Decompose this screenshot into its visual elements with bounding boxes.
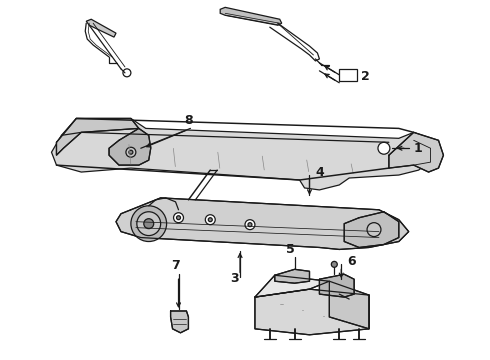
Circle shape [378,142,390,154]
Text: 1: 1 [414,142,422,155]
Circle shape [126,147,136,157]
Polygon shape [329,281,369,329]
Polygon shape [255,289,369,335]
Polygon shape [51,118,439,190]
Circle shape [144,219,154,229]
Text: 7: 7 [171,259,180,272]
Circle shape [129,150,133,154]
Circle shape [208,218,212,222]
Circle shape [176,216,180,220]
Polygon shape [389,132,443,172]
Text: 4: 4 [316,166,324,179]
Polygon shape [56,118,139,155]
Text: 3: 3 [230,272,239,285]
Polygon shape [344,212,399,247]
Polygon shape [319,274,354,297]
Text: 8: 8 [184,114,193,127]
Circle shape [131,206,167,242]
Polygon shape [255,275,329,297]
Text: 5: 5 [286,243,295,256]
Circle shape [245,220,255,230]
Bar [339,69,357,81]
Text: 6: 6 [347,255,356,268]
Polygon shape [275,269,310,283]
Text: 2: 2 [361,70,370,83]
Polygon shape [109,129,151,165]
Polygon shape [86,19,116,37]
Polygon shape [171,311,189,333]
Circle shape [367,223,381,237]
Polygon shape [116,198,409,249]
Circle shape [205,215,215,225]
Circle shape [123,69,131,77]
Circle shape [173,213,183,223]
Circle shape [248,223,252,227]
Circle shape [137,212,161,235]
Polygon shape [220,7,282,25]
Circle shape [331,261,337,267]
